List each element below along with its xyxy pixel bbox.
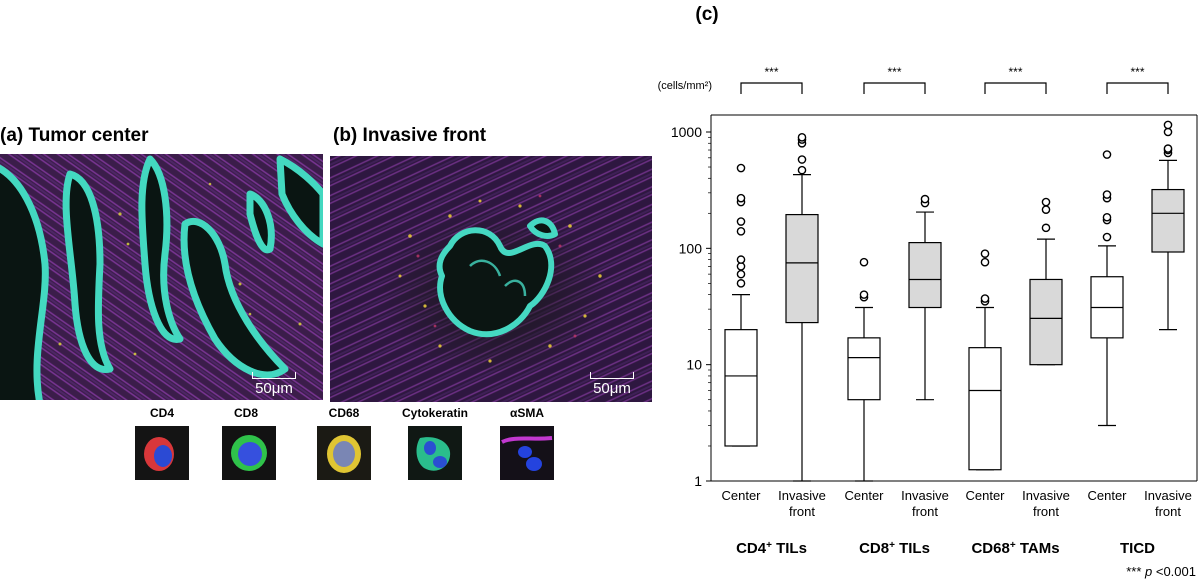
- x-category-label: Center: [721, 488, 761, 503]
- significance-bracket: [863, 82, 926, 94]
- outlier-point: [980, 249, 990, 258]
- x-category-label: front: [912, 504, 938, 519]
- y-unit-label: (cells/mm²): [658, 80, 712, 92]
- outlier-point: [859, 257, 869, 267]
- outlier-point: [1102, 232, 1112, 242]
- note-threshold: <0.001: [1152, 564, 1196, 579]
- note-stars: ***: [1126, 564, 1146, 579]
- outlier-point: [1163, 120, 1173, 130]
- outlier-point: [1041, 223, 1051, 233]
- group-label: CD4+ TILs: [736, 540, 807, 558]
- scale-bar-label: 50μm: [255, 380, 293, 397]
- tumor-center-image: [0, 154, 323, 400]
- marker-label-cd4: CD4: [149, 406, 174, 420]
- cd4-stain-image: [135, 426, 189, 480]
- significance-stars: ***: [764, 65, 778, 79]
- outlier-point: [736, 227, 746, 236]
- x-category-label: front: [1033, 504, 1059, 519]
- scale-bar-line: [252, 372, 296, 379]
- box-iqr: [847, 337, 881, 401]
- group-label: TICD: [1120, 540, 1155, 557]
- outlier-point: [1041, 197, 1051, 207]
- x-category-label: Center: [844, 488, 884, 503]
- outlier-point: [1102, 212, 1112, 222]
- significance-bracket: [984, 82, 1047, 94]
- box-iqr: [1029, 278, 1063, 366]
- invasive-front-micrograph: [330, 156, 652, 402]
- outlier-point: [736, 217, 746, 226]
- marker-label-cd8: CD8: [233, 406, 258, 420]
- invasive-front-image: [330, 156, 652, 402]
- significance-stars: ***: [887, 65, 901, 79]
- group-label: CD68+ TAMs: [971, 540, 1059, 558]
- outlier-point: [736, 269, 746, 279]
- outlier-point: [1163, 127, 1173, 137]
- asma-stain-image: [500, 426, 554, 480]
- outlier-point: [1163, 144, 1173, 153]
- significance-bracket: [740, 82, 803, 94]
- x-category-label: Center: [1087, 488, 1127, 503]
- outlier-point: [859, 290, 869, 299]
- box-iqr: [908, 242, 942, 309]
- outlier-point: [1102, 150, 1112, 159]
- panel-c-title: (c): [695, 4, 718, 25]
- significance-stars: ***: [1008, 65, 1022, 79]
- outlier-point: [1041, 205, 1051, 214]
- x-category-label: Invasive: [1022, 488, 1070, 503]
- outlier-point: [980, 257, 990, 267]
- outlier-point: [920, 194, 930, 204]
- scale-bar-label: 50μm: [593, 380, 631, 397]
- significance-bracket: [1106, 82, 1169, 94]
- x-category-label: Invasive: [901, 488, 949, 503]
- x-category-label: Invasive: [1144, 488, 1192, 503]
- panel-a-title: (a) Tumor center: [0, 125, 149, 146]
- cd68-stain-image: [317, 426, 371, 480]
- outlier-point: [797, 133, 807, 142]
- y-tick-label: 100: [679, 240, 703, 256]
- cd8-stain-image: [222, 426, 276, 480]
- outlier-point: [1102, 190, 1112, 199]
- significance-note: *** p <0.001: [1126, 564, 1196, 579]
- outlier-point: [980, 294, 990, 303]
- box-iqr: [785, 213, 819, 324]
- x-category-label: front: [789, 504, 815, 519]
- significance-stars: ***: [1130, 65, 1144, 79]
- marker-label-cd68: CD68: [328, 406, 360, 420]
- group-label: CD8+ TILs: [859, 540, 930, 558]
- outlier-point: [736, 163, 746, 173]
- cytokeratin-stain-image: [408, 426, 462, 480]
- outlier-point: [736, 193, 746, 203]
- tumor-center-micrograph: [0, 154, 323, 400]
- outlier-point: [797, 155, 807, 164]
- x-category-label: Center: [965, 488, 1005, 503]
- x-category-label: Invasive: [778, 488, 826, 503]
- y-tick-label: 10: [686, 357, 702, 373]
- marker-label-cytokeratin: Cytokeratin: [401, 406, 469, 420]
- y-tick-label: 1: [694, 473, 702, 489]
- box-iqr: [1151, 188, 1185, 253]
- outlier-point: [797, 165, 807, 175]
- y-tick-label: 1000: [671, 124, 702, 140]
- marker-label-asma: αSMA: [509, 406, 545, 420]
- box-iqr: [968, 347, 1002, 471]
- x-category-label: front: [1155, 504, 1181, 519]
- outlier-point: [736, 255, 746, 264]
- box-iqr: [724, 329, 758, 447]
- panel-b-title: (b) Invasive front: [333, 125, 487, 146]
- scale-bar-b: 50μm: [586, 372, 638, 397]
- scale-bar-line: [590, 372, 634, 379]
- note-p: p: [1145, 564, 1153, 579]
- outlier-point: [736, 279, 746, 288]
- scale-bar-a: 50μm: [248, 372, 300, 397]
